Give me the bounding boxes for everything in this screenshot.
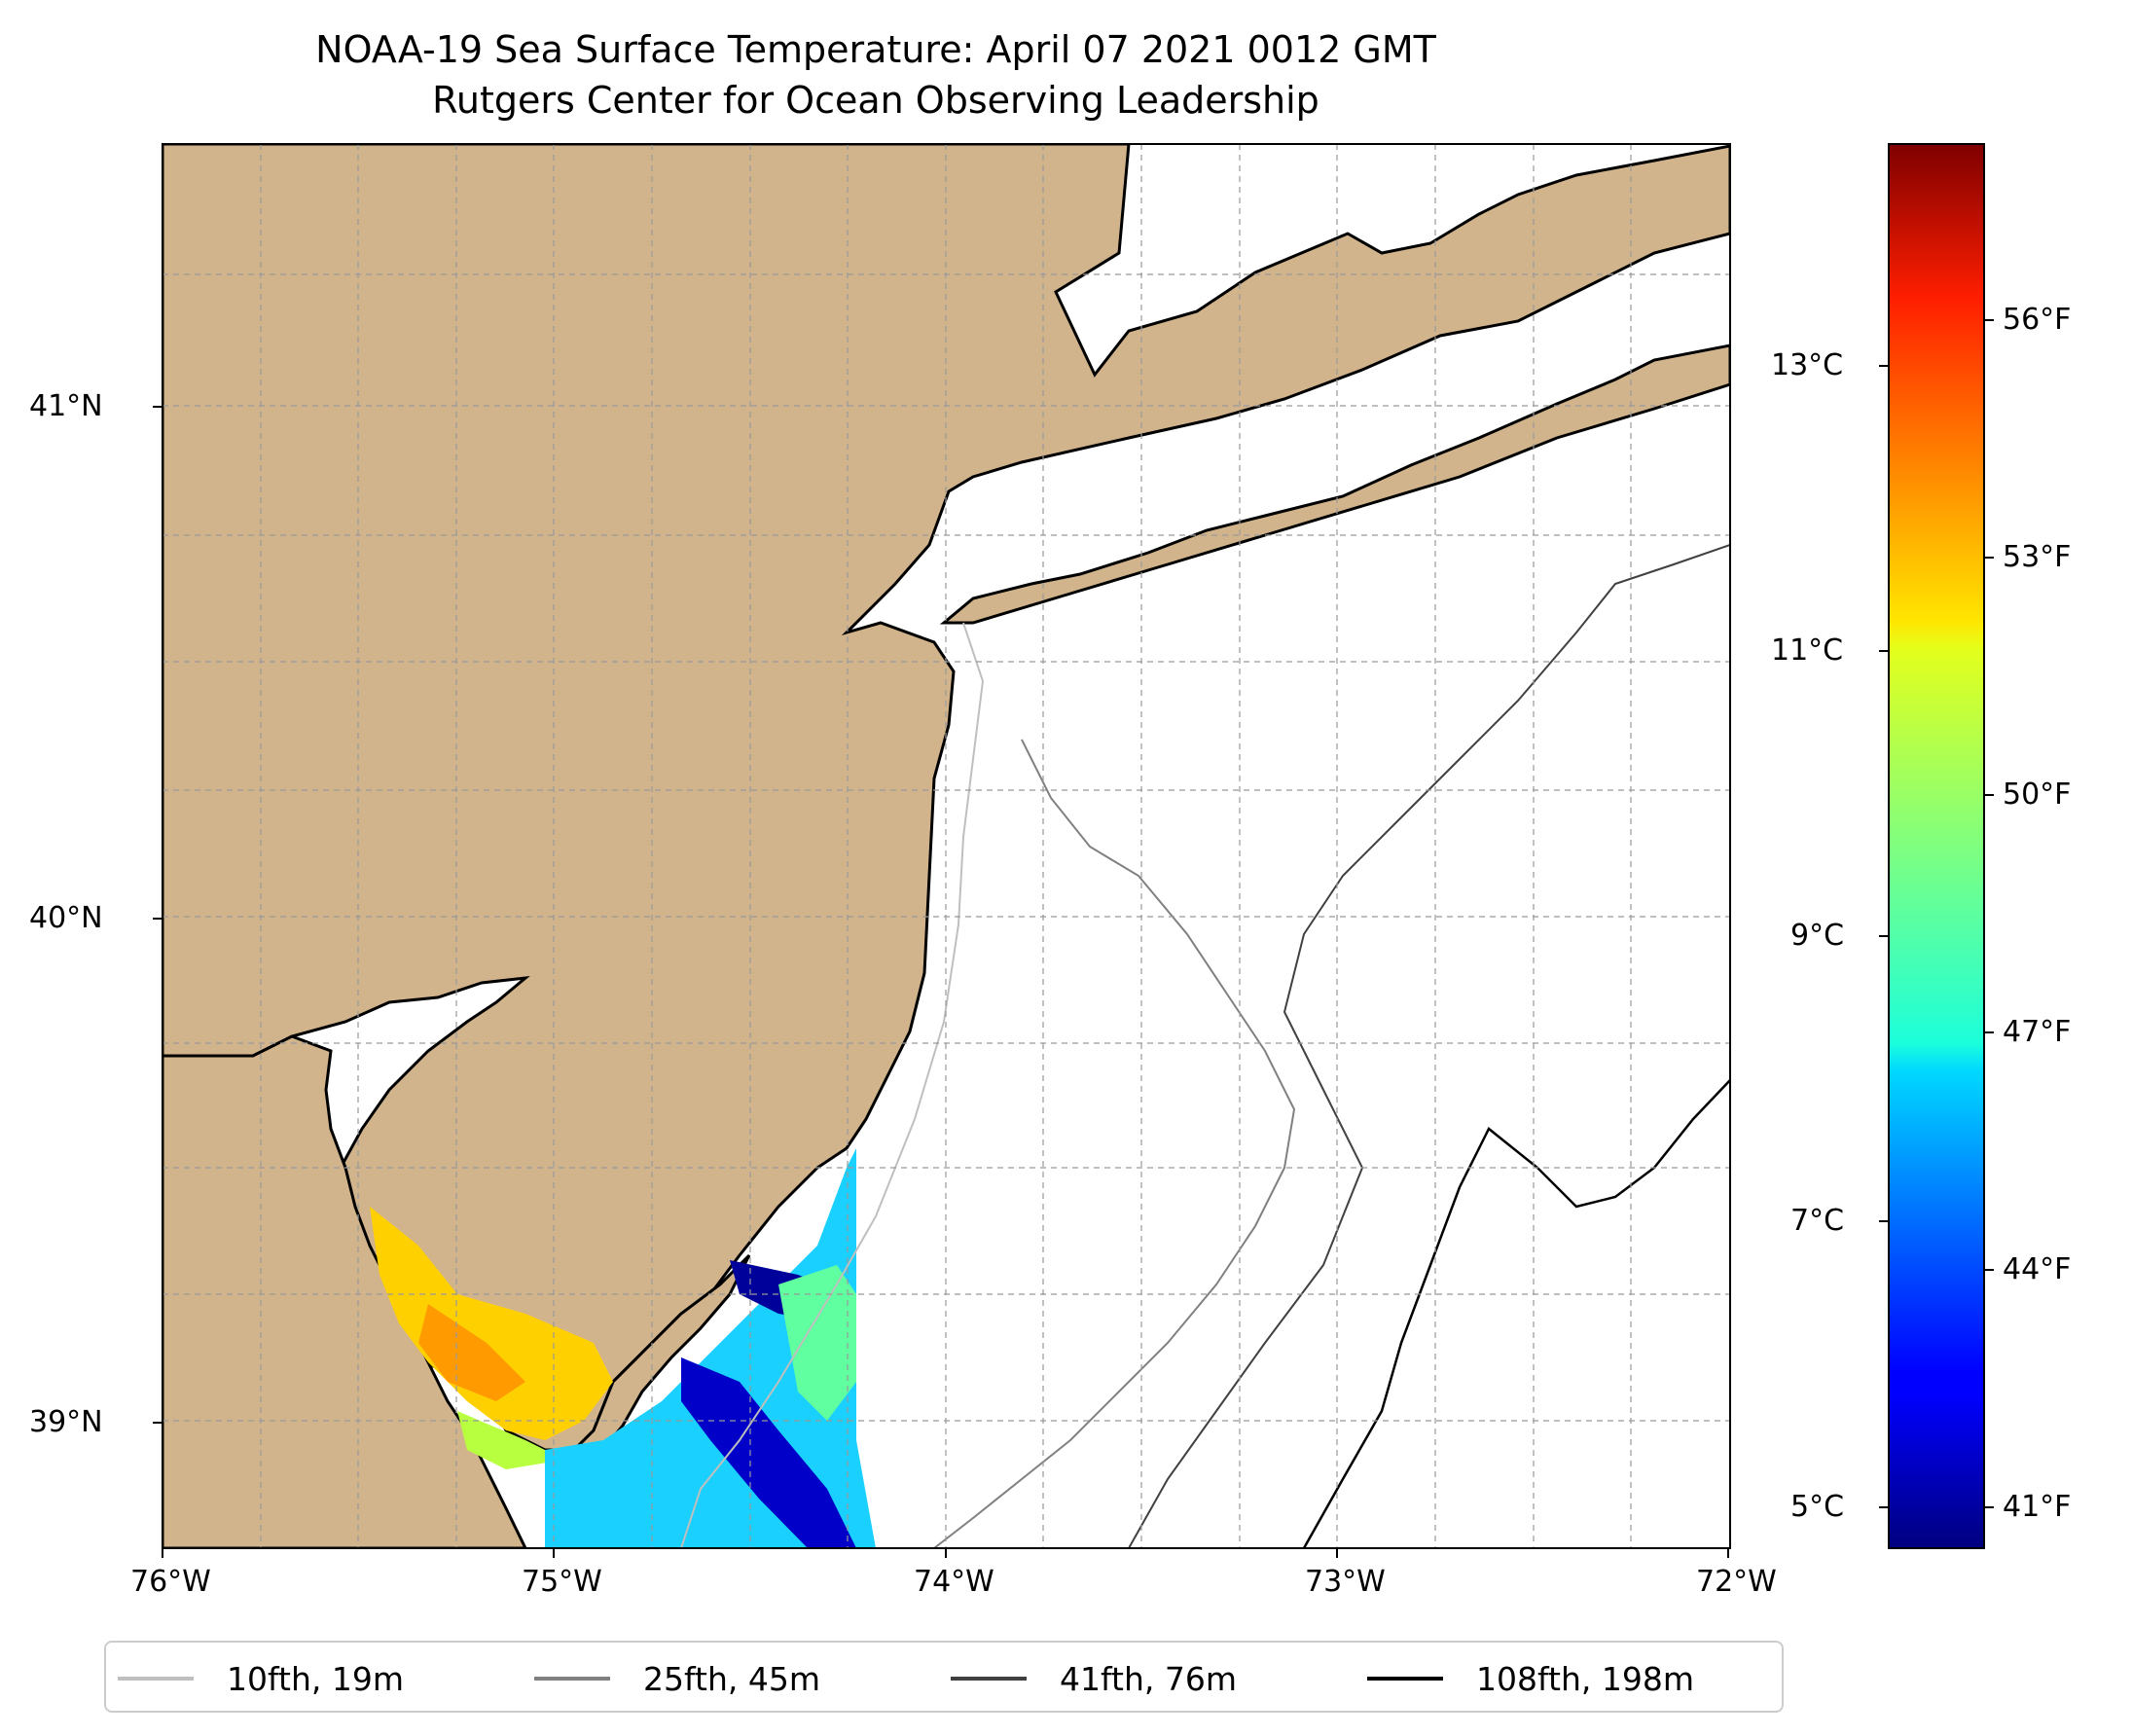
legend-label-41fth: 41fth, 76m xyxy=(1060,1659,1237,1698)
colorbar-f-label-56: 56°F xyxy=(2003,303,2072,337)
legend-swatch-108fth xyxy=(1367,1677,1443,1681)
legend-swatch-41fth xyxy=(951,1677,1027,1681)
colorbar-c-label-9: 9°C xyxy=(1790,919,1845,953)
sst-delaware-bay-core xyxy=(418,1304,525,1401)
lon-tick-label-75w: 75°W xyxy=(522,1565,602,1599)
lon-tick-label-74w: 74°W xyxy=(914,1565,994,1599)
graticule xyxy=(163,144,1730,1548)
sst-delaware-bay xyxy=(370,1207,613,1440)
lon-tick-label-73w: 73°W xyxy=(1305,1565,1386,1599)
axis-ticks xyxy=(153,406,1729,1558)
chart-subtitle: Rutgers Center for Ocean Observing Leade… xyxy=(432,79,1319,122)
colorbar-c-label-7: 7°C xyxy=(1790,1204,1845,1238)
colorbar-ticks xyxy=(1879,319,1994,1508)
legend-swatch-25fth xyxy=(534,1677,610,1681)
lat-tick-label-40n: 40°N xyxy=(29,901,103,935)
colorbar-f-label-53: 53°F xyxy=(2003,540,2072,574)
sst-delaware-bay-edge xyxy=(457,1411,564,1469)
colorbar xyxy=(1888,143,1985,1549)
land-mainland xyxy=(163,144,1730,1452)
legend-label-10fth: 10fth, 19m xyxy=(227,1659,404,1698)
legend-entry-25fth: 25fth, 45m xyxy=(534,1643,820,1715)
lat-tick-label-41n: 41°N xyxy=(29,389,103,423)
colorbar-f-label-41: 41°F xyxy=(2003,1490,2072,1524)
colorbar-f-label-47: 47°F xyxy=(2003,1015,2072,1049)
legend-label-25fth: 25fth, 45m xyxy=(643,1659,820,1698)
lon-tick-label-76w: 76°W xyxy=(130,1565,211,1599)
legend-entry-41fth: 41fth, 76m xyxy=(951,1643,1237,1715)
lon-tick-label-72w: 72°W xyxy=(1696,1565,1777,1599)
legend-entry-108fth: 108fth, 198m xyxy=(1367,1643,1694,1715)
legend-swatch-10fth xyxy=(118,1677,194,1681)
legend-entry-10fth: 10fth, 19m xyxy=(118,1643,404,1715)
sst-mid-patch xyxy=(778,1265,856,1421)
lat-tick-label-39n: 39°N xyxy=(29,1405,103,1439)
contour-45m xyxy=(933,739,1296,1548)
sst-cold-band-1 xyxy=(681,1357,856,1548)
chart-title: NOAA-19 Sea Surface Temperature: April 0… xyxy=(315,28,1436,71)
colorbar-f-label-44: 44°F xyxy=(2003,1252,2072,1286)
colorbar-c-label-5: 5°C xyxy=(1790,1490,1845,1524)
colorbar-c-label-11: 11°C xyxy=(1771,633,1844,668)
contour-76m xyxy=(1128,544,1730,1548)
legend-label-108fth: 108fth, 198m xyxy=(1476,1659,1694,1698)
colorbar-c-label-13: 13°C xyxy=(1771,348,1844,382)
legend: 10fth, 19m 25fth, 45m 41fth, 76m 108fth,… xyxy=(104,1641,1784,1713)
colorbar-f-label-50: 50°F xyxy=(2003,778,2072,812)
contour-19m xyxy=(680,622,985,1548)
